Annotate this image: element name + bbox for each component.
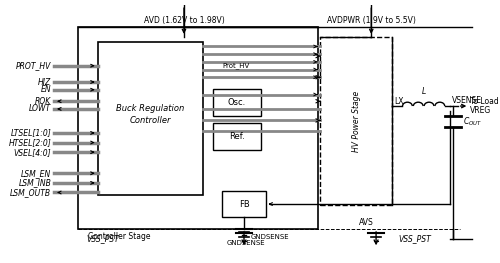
Text: VSEL[4:0]: VSEL[4:0] — [14, 148, 52, 157]
Text: LOWT: LOWT — [30, 104, 52, 113]
Bar — [320, 37, 392, 205]
Text: Controller Stage: Controller Stage — [88, 232, 150, 241]
Bar — [78, 27, 318, 229]
Bar — [213, 123, 261, 150]
Text: FB: FB — [238, 200, 250, 209]
Text: $C_{OUT}$: $C_{OUT}$ — [462, 115, 481, 128]
Text: LX: LX — [394, 97, 404, 106]
Text: Controller: Controller — [130, 116, 171, 125]
Text: ROK: ROK — [35, 97, 51, 106]
Bar — [222, 191, 266, 218]
Text: To Load: To Load — [470, 97, 499, 106]
Text: VSENSE: VSENSE — [452, 96, 482, 105]
Text: VSS_PST: VSS_PST — [398, 234, 431, 243]
Text: HIZ: HIZ — [38, 78, 52, 87]
Text: VREG: VREG — [470, 106, 492, 115]
Bar — [98, 42, 203, 195]
Text: Prot_HV: Prot_HV — [222, 62, 250, 69]
Text: EN: EN — [41, 85, 51, 94]
Bar — [213, 89, 261, 116]
Text: AVS: AVS — [359, 218, 374, 227]
Text: LSM_INB: LSM_INB — [18, 178, 52, 188]
Text: L: L — [422, 87, 426, 97]
Text: LSM_EN: LSM_EN — [21, 169, 52, 178]
Text: HTSEL[2:0]: HTSEL[2:0] — [8, 138, 52, 147]
Text: GNDSENSE: GNDSENSE — [251, 234, 290, 240]
Text: HV Power Stage: HV Power Stage — [352, 90, 361, 151]
Text: Osc.: Osc. — [228, 98, 246, 107]
Text: LSM_OUTB: LSM_OUTB — [10, 188, 51, 197]
Text: LTSEL[1:0]: LTSEL[1:0] — [10, 128, 51, 138]
Text: VSS_PST: VSS_PST — [86, 234, 118, 243]
Text: GNDSENSE: GNDSENSE — [226, 240, 265, 246]
Text: AVDPWR (1.9V to 5.5V): AVDPWR (1.9V to 5.5V) — [327, 16, 416, 25]
Text: AVD (1.62V to 1.98V): AVD (1.62V to 1.98V) — [144, 16, 224, 25]
Text: Ref.: Ref. — [229, 132, 244, 141]
Text: Buck Regulation: Buck Regulation — [116, 104, 184, 113]
Text: PROT_HV: PROT_HV — [16, 61, 52, 70]
